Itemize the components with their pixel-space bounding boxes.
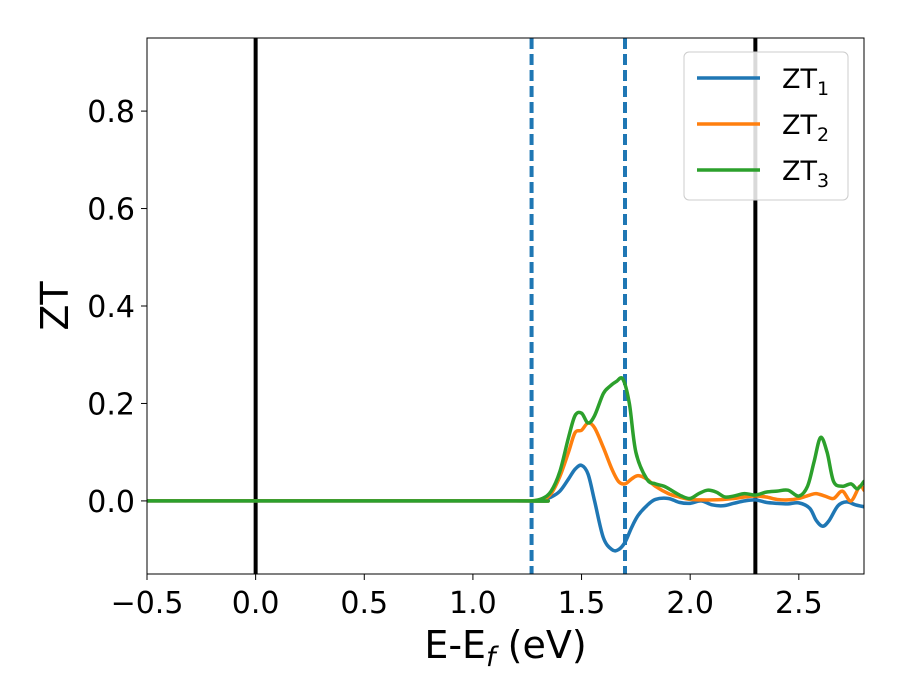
series-lines xyxy=(147,376,864,553)
x-tick-label: 0.5 xyxy=(340,586,388,621)
x-tick-label: 2.5 xyxy=(775,586,823,621)
x-tick-label: 1.0 xyxy=(449,586,497,621)
y-axis-title: ZT xyxy=(33,281,77,331)
x-tick-label: 1.5 xyxy=(558,586,606,621)
x-tick-label: 2.0 xyxy=(666,586,714,621)
x-tick-label: −0.5 xyxy=(111,586,184,621)
y-tick-label: 0.6 xyxy=(87,193,135,228)
x-axis-title-main: E-E xyxy=(424,623,486,667)
y-tick-label: 0.8 xyxy=(87,95,135,130)
x-axis-title-unit: (eV) xyxy=(496,623,587,667)
y-tick-label: 0.0 xyxy=(87,485,135,520)
series-line-zt3 xyxy=(147,376,864,503)
x-axis-ticks: −0.5 0.0 0.5 1.0 1.5 2.0 2.5 xyxy=(111,574,823,621)
series-line-zt1 xyxy=(147,463,864,553)
y-tick-label: 0.2 xyxy=(87,387,135,422)
x-tick-label: 0.0 xyxy=(232,586,280,621)
legend-label-zt3: ZT3 xyxy=(782,156,829,192)
legend: ZT1 ZT2 ZT3 xyxy=(683,51,849,201)
legend-box xyxy=(683,51,849,201)
legend-label-zt1: ZT1 xyxy=(782,64,829,100)
y-axis-ticks: 0.0 0.2 0.4 0.6 0.8 xyxy=(87,95,147,520)
y-tick-label: 0.4 xyxy=(87,290,135,325)
legend-label-zt2: ZT2 xyxy=(782,110,829,146)
x-axis-title: E-Ef (eV) xyxy=(424,623,586,673)
